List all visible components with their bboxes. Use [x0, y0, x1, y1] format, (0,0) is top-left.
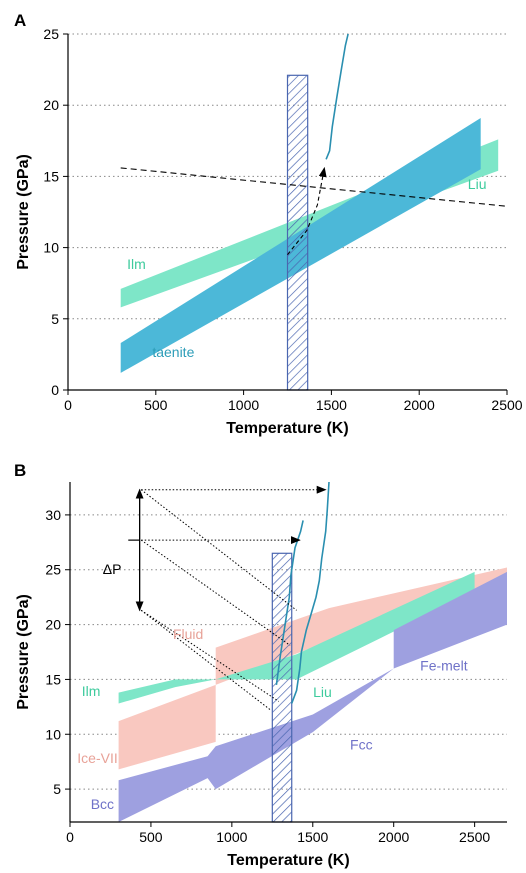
dashed-arrow [287, 166, 327, 256]
region-label: Ice-VII [77, 750, 117, 766]
x-tick-label: 0 [64, 397, 72, 413]
panel-label-b: B [14, 461, 26, 480]
chart-a-y-axis-label: Pressure (GPa) [15, 154, 32, 270]
chart-a-labels: Ilm taenite Liu [127, 176, 486, 360]
chart-a-lines [120, 33, 508, 391]
x-tick-label: 0 [66, 829, 74, 845]
x-tick-label: 1500 [316, 397, 347, 413]
chart-b-x-axis-label: Temperature (K) [227, 852, 349, 869]
x-tick-label: 2000 [404, 397, 435, 413]
x-tick-label: 500 [144, 397, 168, 413]
x-tick-label: 500 [139, 829, 163, 845]
panel-label-a: A [14, 11, 26, 30]
y-tick-label: 10 [43, 240, 59, 256]
hatched-region [286, 74, 309, 391]
y-tick-label: 5 [51, 311, 59, 327]
dotted-connector [140, 609, 272, 711]
region-label: Bcc [91, 796, 114, 812]
y-tick-label: 15 [43, 168, 59, 184]
chart-b-labels: Fluid Ilm Liu Ice-VII Fcc Fe-melt Bcc ΔP [77, 561, 467, 812]
chart-a: Ilm taenite Liu 0 500 1000 1500 2000 2500 0 5 10 15… [15, 26, 523, 437]
region-label: Liu [313, 684, 332, 700]
region-label: Fe-melt [420, 658, 468, 674]
y-tick-label: 20 [43, 97, 59, 113]
chart-a-x-axis-label: Temperature (K) [226, 420, 348, 437]
x-tick-label: 1500 [297, 829, 328, 845]
dashed-line [120, 167, 508, 207]
region-label: Ilm [127, 256, 146, 272]
x-tick-label: 2500 [491, 397, 522, 413]
y-tick-label: 5 [53, 781, 61, 797]
region-label: Fluid [173, 626, 203, 642]
region-label: Ilm [82, 683, 101, 699]
x-tick-label: 1000 [216, 829, 247, 845]
curve-line-2 [290, 481, 330, 704]
y-tick-label: 15 [45, 671, 61, 687]
x-tick-label: 1000 [228, 397, 259, 413]
y-tick-label: 30 [45, 507, 61, 523]
y-tick-label: 20 [45, 617, 61, 633]
band-fcc [118, 571, 507, 822]
chart-a-bands [120, 118, 499, 373]
chart-b-y-axis-label: Pressure (GPa) [15, 594, 32, 710]
region-label: Fcc [350, 737, 373, 753]
chart-b-axes: 0 500 1000 1500 2000 2500 5 10 15 20 25 30 [45, 482, 507, 845]
dotted-connector [140, 489, 297, 611]
y-tick-label: 25 [45, 562, 61, 578]
band-ice-vii [118, 684, 216, 770]
region-label: ΔP [103, 561, 122, 577]
y-tick-label: 25 [43, 26, 59, 42]
x-tick-label: 2000 [378, 829, 409, 845]
chart-b: Fluid Ilm Liu Ice-VII Fcc Fe-melt Bcc ΔP 0 500 10… [15, 481, 507, 869]
region-label: Liu [468, 176, 487, 192]
dotted-connector [140, 609, 280, 702]
dotted-connector [140, 539, 291, 646]
x-tick-label: 2500 [459, 829, 490, 845]
band-ilm [118, 571, 475, 704]
curve-line-1 [275, 520, 304, 686]
chart-a-axes: 0 500 1000 1500 2000 2500 0 5 10 15 20 25 [43, 26, 522, 413]
y-tick-label: 10 [45, 726, 61, 742]
y-tick-label: 0 [51, 382, 59, 398]
curve-line [325, 33, 349, 160]
region-label: taenite [152, 344, 194, 360]
